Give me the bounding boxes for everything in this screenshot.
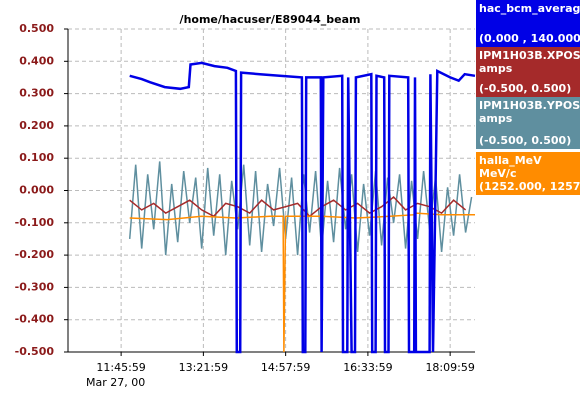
x-tick-label: 16:33:59 xyxy=(343,361,392,374)
legend-box xyxy=(476,47,580,97)
legend-box xyxy=(476,152,580,195)
date-label: Mar 27, 00 xyxy=(86,376,145,389)
y-tick-label: -0.200 xyxy=(15,248,55,261)
legend-detail: (-0.500, 0.500) xyxy=(479,82,571,95)
legend-name: IPM1H03B.YPOS xyxy=(479,99,580,112)
legend-name: hac_bcm_averag xyxy=(479,2,580,15)
legend-detail: (-0.500, 0.500) xyxy=(479,134,571,147)
y-tick-label: -0.100 xyxy=(15,216,55,229)
y-tick-label: -0.300 xyxy=(15,280,55,293)
legend-name: halla_MeV xyxy=(479,154,542,167)
y-tick-label: -0.400 xyxy=(15,313,55,326)
legend-box xyxy=(476,0,580,47)
x-tick-label: 11:45:59 xyxy=(96,361,145,374)
series-line xyxy=(129,61,476,354)
legend-detail: (1252.000, 1257.000) xyxy=(479,180,580,193)
legend-detail: (0.000 , 140.000) xyxy=(479,32,580,45)
x-tick-label: 13:21:59 xyxy=(179,361,228,374)
legend-box xyxy=(476,97,580,149)
y-tick-label: 0.500 xyxy=(19,22,54,35)
y-tick-label: 0.100 xyxy=(19,151,54,164)
x-tick-label: 14:57:59 xyxy=(261,361,310,374)
y-tick-label: 0.000 xyxy=(19,184,54,197)
y-tick-label: 0.400 xyxy=(19,54,54,67)
chart-title: /home/hacuser/E89044_beam xyxy=(180,13,361,26)
legend-detail: MeV/c xyxy=(479,167,516,180)
y-tick-label: 0.200 xyxy=(19,119,54,132)
x-tick-label: 18:09:59 xyxy=(425,361,474,374)
legend-detail: amps xyxy=(479,112,513,125)
y-tick-label: 0.300 xyxy=(19,87,54,100)
series-line xyxy=(128,161,473,256)
y-tick-label: -0.500 xyxy=(15,345,55,358)
legend-entry: hac_bcm_averag (0.000 , 140.000) xyxy=(476,0,580,47)
legend-name: IPM1H03B.XPOS xyxy=(479,49,580,62)
legend-detail: amps xyxy=(479,62,513,75)
